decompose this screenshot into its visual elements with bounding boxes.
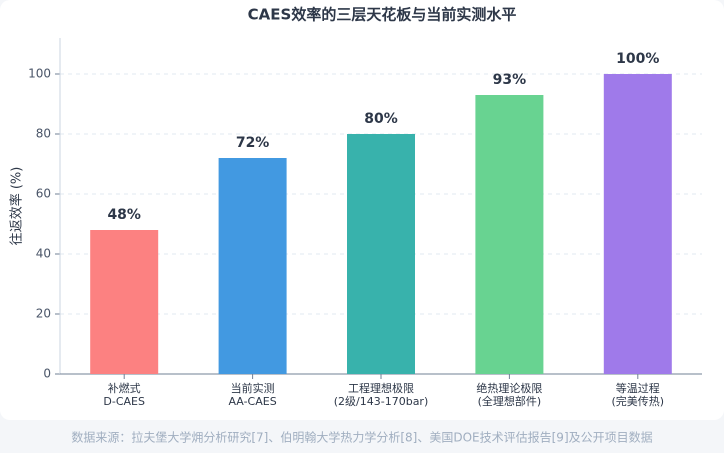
y-tick-label: 60 — [36, 187, 51, 201]
bar — [347, 134, 415, 374]
chart-title: CAES效率的三层天花板与当前实测水平 — [248, 6, 517, 24]
source-note: 数据来源：拉夫堡大学㶲分析研究[7]、伯明翰大学热力学分析[8]、美国DOE技术… — [71, 430, 652, 445]
y-tick-label: 80 — [36, 127, 51, 141]
value-label: 93% — [493, 72, 527, 88]
value-label: 100% — [616, 51, 659, 67]
value-label: 80% — [364, 111, 398, 127]
bar — [90, 230, 159, 374]
bar — [475, 95, 544, 374]
y-tick-label: 20 — [36, 307, 51, 321]
x-tick-label: 绝热理论极限 — [476, 381, 542, 395]
y-tick-label: 100 — [28, 67, 51, 81]
x-tick-label: 等温过程 — [616, 381, 660, 395]
x-tick-label: (全理想部件) — [478, 394, 542, 408]
x-tick-label: (2级/143-170bar) — [334, 395, 429, 408]
x-tick-label: AA-CAES — [228, 395, 276, 408]
x-tick-label: 当前实测 — [231, 381, 275, 395]
bar — [603, 74, 672, 374]
y-axis-label: 往返效率 (%) — [9, 167, 25, 246]
value-label: 48% — [107, 207, 141, 223]
x-tick-label: (完美传热) — [612, 394, 665, 408]
x-tick-label: 工程理想极限 — [348, 381, 414, 395]
y-tick-label: 0 — [43, 367, 51, 381]
y-tick-label: 40 — [36, 247, 51, 261]
x-tick-label: 补燃式 — [108, 381, 141, 395]
value-label: 72% — [236, 135, 270, 151]
x-tick-label: D-CAES — [103, 395, 145, 408]
bar — [218, 158, 287, 374]
